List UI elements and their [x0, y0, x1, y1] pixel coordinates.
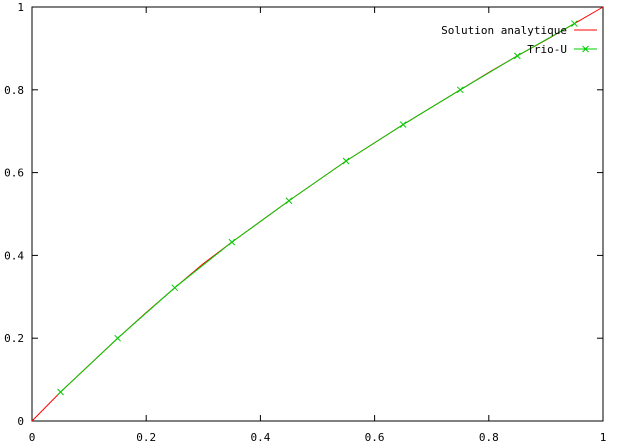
- data-point: [342, 157, 350, 165]
- y-tick-label: 0.6: [4, 167, 24, 180]
- y-tick-label: 0.2: [4, 332, 24, 345]
- series-layer: [31, 6, 604, 422]
- marker-stroke: [285, 197, 293, 205]
- marker-stroke: [228, 238, 236, 246]
- x-tick-label: 0.6: [365, 431, 385, 444]
- x-tick-label: 1: [600, 431, 607, 444]
- x-tick-label: 0.2: [136, 431, 156, 444]
- y-tick-label: 0.8: [4, 84, 24, 97]
- legend-label-1: Trio-U: [527, 43, 567, 56]
- legend: Solution analytique Trio-U: [441, 24, 597, 56]
- data-point: [285, 197, 293, 205]
- y-tick-label: 1: [17, 1, 24, 14]
- marker-stroke: [114, 334, 122, 342]
- data-point: [399, 121, 407, 128]
- data-point: [228, 238, 236, 246]
- marker-stroke: [399, 121, 407, 128]
- x-tick-label: 0.8: [479, 431, 499, 444]
- data-point: [114, 334, 122, 342]
- y-tick-label: 0: [17, 415, 24, 428]
- legend-label-0: Solution analytique: [441, 24, 567, 37]
- marker-stroke: [57, 388, 64, 396]
- marker-stroke: [513, 52, 521, 60]
- series-line-1: [60, 23, 575, 393]
- marker-stroke: [582, 45, 589, 53]
- data-point: [456, 86, 464, 94]
- plot-frame: [31, 6, 604, 422]
- marker-stroke: [456, 86, 464, 94]
- marker-stroke: [171, 284, 179, 292]
- axis-ticks: 0 0.2 0.4 0.6 0.8 1 0 0.2 0.4 0.6 0.8 1: [4, 1, 606, 444]
- data-point: [171, 284, 179, 292]
- marker-stroke: [571, 20, 578, 27]
- x-tick-label: 0: [29, 431, 36, 444]
- data-point: [57, 388, 64, 396]
- y-tick-label: 0.4: [4, 249, 24, 262]
- x-tick-label: 0.4: [250, 431, 270, 444]
- series-line-0: [31, 6, 604, 422]
- legend-marker-1: [582, 45, 589, 53]
- data-point: [571, 20, 578, 27]
- marker-stroke: [342, 157, 350, 165]
- data-point: [513, 52, 521, 60]
